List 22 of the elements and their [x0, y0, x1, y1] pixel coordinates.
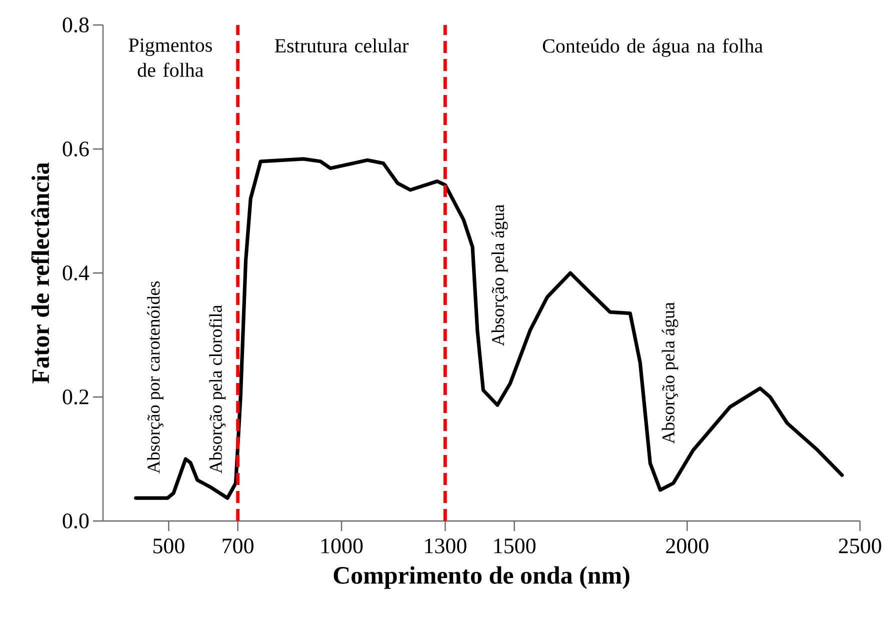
- x-axis-title: Comprimento de onda (nm): [334, 566, 630, 589]
- x-tick-label: 2000: [666, 538, 708, 554]
- x-tick-label: 2500: [838, 538, 882, 554]
- y-tick-label: 0.4: [62, 266, 90, 280]
- y-tick-label: 0.8: [62, 18, 89, 32]
- y-tick-label: 0.0: [62, 514, 89, 528]
- x-tick-label: 500: [153, 538, 184, 554]
- line-series: [134, 157, 844, 500]
- annotation: Absorção pela água: [662, 302, 678, 444]
- y-axis-title: Fator de reflectância: [31, 162, 50, 384]
- annotation: Absorção por carotenóides: [147, 281, 164, 474]
- x-tick-label: 700: [222, 538, 254, 554]
- x-tick-label: 1000: [321, 538, 363, 554]
- annotation: Pigmentos de folha: [128, 38, 212, 77]
- y-tick-label: 0.6: [62, 142, 89, 156]
- x-tick-label: 1500: [494, 538, 536, 554]
- y-tick-label: 0.2: [62, 390, 88, 404]
- annotation: Conteúdo de água na folha: [542, 38, 763, 57]
- annotation: Absorção pela água: [491, 204, 508, 346]
- annotation: Absorção pela clorofila: [209, 304, 226, 474]
- annotation: Estrutura celular: [274, 38, 409, 53]
- x-tick-label: 1300: [425, 538, 466, 554]
